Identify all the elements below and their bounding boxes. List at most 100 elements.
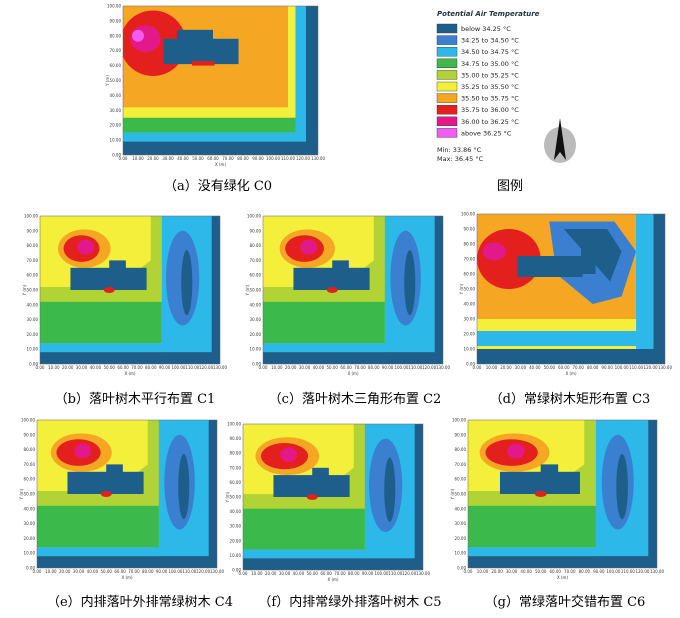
x-tick-label: 60.00 bbox=[550, 569, 562, 574]
map-region bbox=[37, 547, 211, 557]
y-tick-label: 60.00 bbox=[464, 272, 476, 277]
y-tick-label: 30.00 bbox=[455, 521, 467, 526]
y-tick-label: 20.00 bbox=[250, 332, 262, 337]
y-tick-label: 100.00 bbox=[24, 214, 38, 219]
x-tick-label: 30.00 bbox=[73, 569, 85, 574]
x-tick-label: 50.00 bbox=[544, 365, 556, 370]
map-region bbox=[468, 547, 650, 557]
y-tick-label: 80.00 bbox=[27, 243, 39, 248]
x-tick-label: 110.00 bbox=[281, 156, 295, 161]
x-tick-label: 10.00 bbox=[251, 571, 263, 576]
legend-label: 36.00 to 36.25 °C bbox=[461, 118, 519, 126]
y-tick-label: 50.00 bbox=[464, 287, 476, 292]
y-tick-label: 20.00 bbox=[24, 536, 36, 541]
legend-label: 35.25 to 35.50 °C bbox=[461, 83, 519, 91]
x-tick-label: 70.00 bbox=[222, 156, 234, 161]
y-tick-label: 60.00 bbox=[110, 63, 122, 68]
map-region bbox=[192, 61, 215, 66]
map-region bbox=[517, 256, 583, 277]
x-tick-label: 50.00 bbox=[307, 571, 319, 576]
legend-swatch bbox=[436, 93, 458, 103]
map-region bbox=[263, 343, 437, 353]
x-tick-label: 0.00 bbox=[464, 569, 473, 574]
x-tick-label: 90.00 bbox=[159, 365, 171, 370]
y-tick-label: 50.00 bbox=[250, 288, 262, 293]
panel-caption: （f）内排常绿外排落叶树木 C5 bbox=[258, 594, 441, 610]
y-tick-label: 30.00 bbox=[250, 317, 262, 322]
x-tick-label: 100.00 bbox=[394, 365, 408, 370]
legend-label: above 36.25 °C bbox=[461, 129, 512, 137]
y-tick-label: 30.00 bbox=[110, 108, 122, 113]
y-tick-label: 20.00 bbox=[27, 332, 39, 337]
legend-swatch bbox=[436, 70, 458, 80]
y-tick-label: 10.00 bbox=[230, 553, 242, 558]
y-axis-label: Y (m) bbox=[105, 75, 110, 87]
x-tick-label: 120.00 bbox=[635, 569, 649, 574]
y-tick-label: 80.00 bbox=[250, 243, 262, 248]
map-region bbox=[100, 491, 112, 497]
map-region bbox=[477, 349, 665, 364]
x-tick-label: 40.00 bbox=[177, 156, 189, 161]
legend-label: 35.00 to 35.25 °C bbox=[461, 71, 519, 79]
map-frame bbox=[467, 419, 658, 569]
map-region bbox=[208, 420, 217, 568]
legend-label: 34.75 to 35.00 °C bbox=[461, 60, 519, 68]
y-tick-label: 20.00 bbox=[455, 536, 467, 541]
y-tick-label: 80.00 bbox=[110, 33, 122, 38]
map-frame bbox=[242, 423, 424, 571]
x-tick-label: 30.00 bbox=[162, 156, 174, 161]
x-tick-label: 50.00 bbox=[327, 365, 339, 370]
legend-swatch bbox=[436, 23, 458, 34]
map-region bbox=[306, 494, 318, 500]
legend-label: 34.25 to 34.50 °C bbox=[461, 37, 519, 45]
y-tick-label: 70.00 bbox=[455, 462, 467, 467]
map-region bbox=[132, 29, 144, 42]
x-axis-label: X (m) bbox=[557, 575, 568, 580]
y-tick-label: 40.00 bbox=[464, 302, 476, 307]
x-tick-label: 30.00 bbox=[515, 365, 527, 370]
map-region bbox=[293, 267, 370, 290]
map-region bbox=[40, 343, 214, 353]
x-tick-label: 130.00 bbox=[213, 365, 227, 370]
map-region bbox=[177, 29, 213, 42]
map-region bbox=[74, 443, 91, 459]
y-tick-label: 100.00 bbox=[21, 418, 35, 423]
x-axis-label: X (m) bbox=[121, 575, 132, 580]
y-tick-label: 70.00 bbox=[250, 258, 262, 263]
y-tick-label: 40.00 bbox=[27, 302, 39, 307]
legend-title: Potential Air Temperature bbox=[437, 10, 540, 18]
map-region bbox=[540, 464, 559, 474]
y-tick-label: 70.00 bbox=[27, 258, 39, 263]
x-tick-label: 110.00 bbox=[621, 569, 635, 574]
map-region bbox=[414, 424, 423, 570]
y-tick-label: 40.00 bbox=[455, 506, 467, 511]
x-tick-label: 20.00 bbox=[62, 365, 74, 370]
x-tick-label: 110.00 bbox=[408, 365, 422, 370]
x-axis-label: X (m) bbox=[327, 577, 338, 582]
legend-label: 35.50 to 35.75 °C bbox=[461, 95, 519, 103]
map-region bbox=[103, 287, 115, 293]
x-tick-label: 10.00 bbox=[271, 365, 283, 370]
y-tick-label: 70.00 bbox=[110, 48, 122, 53]
map bbox=[37, 420, 217, 568]
y-tick-label: 80.00 bbox=[455, 447, 467, 452]
map-region bbox=[280, 447, 297, 462]
map-region bbox=[178, 454, 190, 520]
legend-swatch bbox=[436, 128, 458, 138]
x-tick-label: 40.00 bbox=[87, 569, 99, 574]
map-region bbox=[181, 250, 193, 316]
y-tick-label: 50.00 bbox=[110, 78, 122, 83]
x-axis-label: X (m) bbox=[565, 371, 576, 376]
y-axis-label: Y (m) bbox=[459, 283, 464, 295]
map-region bbox=[636, 214, 654, 349]
map-frame bbox=[36, 419, 218, 569]
y-tick-label: 0.00 bbox=[457, 566, 466, 571]
x-tick-label: 10.00 bbox=[132, 156, 144, 161]
map-region bbox=[67, 471, 144, 494]
x-tick-label: 90.00 bbox=[382, 365, 394, 370]
y-tick-label: 10.00 bbox=[455, 551, 467, 556]
map-region bbox=[243, 549, 417, 559]
panel-caption: （e）内排落叶外排常绿树木 C4 bbox=[47, 594, 233, 610]
y-tick-label: 30.00 bbox=[464, 317, 476, 322]
